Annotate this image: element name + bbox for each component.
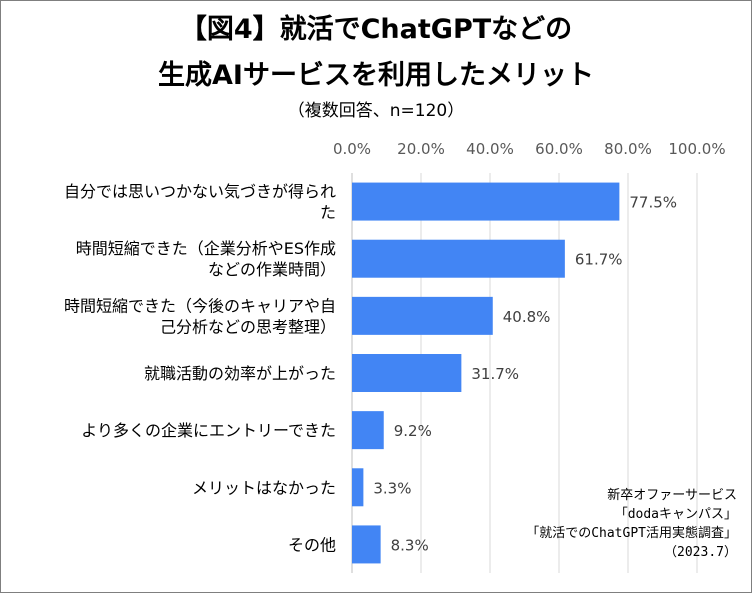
data-label: 40.8%	[503, 308, 551, 326]
category-label: メリットはなかった	[192, 478, 336, 497]
x-tick-label: 100.0%	[668, 140, 725, 158]
x-tick-label: 0.0%	[333, 140, 371, 158]
chart-subtitle: （複数回答、n=120）	[287, 101, 465, 121]
source-line-2: 「dodaキャンパス」	[614, 507, 737, 522]
x-tick-label: 40.0%	[466, 140, 514, 158]
x-tick-label: 20.0%	[397, 140, 445, 158]
source-note: 新卒オファーサービス 「dodaキャンパス」 「就活でのChatGPT活用実態調…	[526, 486, 737, 562]
category-label: その他	[288, 535, 336, 554]
category-label: 時間短縮できた（企業分析やES作成	[76, 239, 336, 258]
data-label: 8.3%	[391, 536, 429, 554]
source-line-3: 「就活でのChatGPT活用実態調査」	[526, 526, 737, 541]
category-label: 自分では思いつかない気づきが得られ	[64, 182, 336, 201]
bar	[352, 182, 620, 221]
bar	[352, 525, 381, 564]
x-tick-label: 60.0%	[535, 140, 583, 158]
data-label: 9.2%	[394, 422, 432, 440]
data-label: 3.3%	[373, 479, 411, 497]
category-label: 就職活動の効率が上がった	[144, 364, 336, 383]
x-tick-label: 80.0%	[604, 140, 652, 158]
source-line-4: （2023.7）	[664, 545, 737, 560]
source-line-1: 新卒オファーサービス	[607, 488, 737, 503]
chart-title-line-1: 【図4】就活でChatGPTなどの	[179, 14, 573, 45]
data-label: 31.7%	[471, 365, 519, 383]
bar	[352, 411, 384, 450]
data-label: 77.5%	[629, 194, 677, 212]
bar	[352, 296, 493, 335]
bar	[352, 354, 462, 392]
data-label: 61.7%	[575, 251, 623, 269]
bar	[352, 239, 565, 278]
category-label: 時間短縮できた（今後のキャリアや自	[64, 296, 336, 315]
category-label: より多くの企業にエントリーできた	[81, 421, 336, 440]
bar	[352, 468, 364, 507]
category-label: 己分析などの思考整理）	[160, 317, 336, 336]
category-label: た	[320, 203, 336, 222]
chart-title-line-2: 生成AIサービスを利用したメリット	[158, 60, 594, 91]
category-label: などの作業時間）	[208, 260, 336, 279]
